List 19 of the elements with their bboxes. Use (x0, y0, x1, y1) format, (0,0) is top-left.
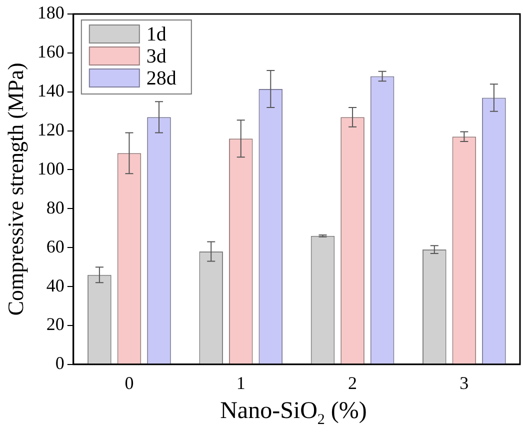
y-tick-label: 180 (37, 2, 64, 23)
y-tick-label: 100 (37, 158, 64, 178)
x-axis-title: Nano-SiO$_{2}$ (%) (219, 398, 368, 429)
x-tick-label: 3 (460, 372, 469, 393)
x-tick-label: 0 (124, 372, 134, 393)
y-axis-title: Compressive strength (MPa) (2, 62, 28, 316)
y-tick-label: 60 (46, 236, 64, 256)
y-tick-label: 140 (37, 80, 64, 101)
y-tick-label: 80 (46, 197, 64, 218)
x-tick-label: 2 (348, 372, 358, 393)
y-tick-label: 0 (55, 353, 64, 374)
legend-label: 28d (146, 67, 176, 90)
y-tick-label: 160 (37, 42, 64, 62)
legend-label: 1d (146, 23, 166, 46)
y-tick-label: 40 (46, 275, 64, 296)
y-tick-label: 20 (46, 314, 64, 334)
x-tick-label: 1 (236, 372, 246, 393)
legend-label: 3d (146, 45, 166, 68)
y-tick-label: 120 (37, 120, 64, 140)
